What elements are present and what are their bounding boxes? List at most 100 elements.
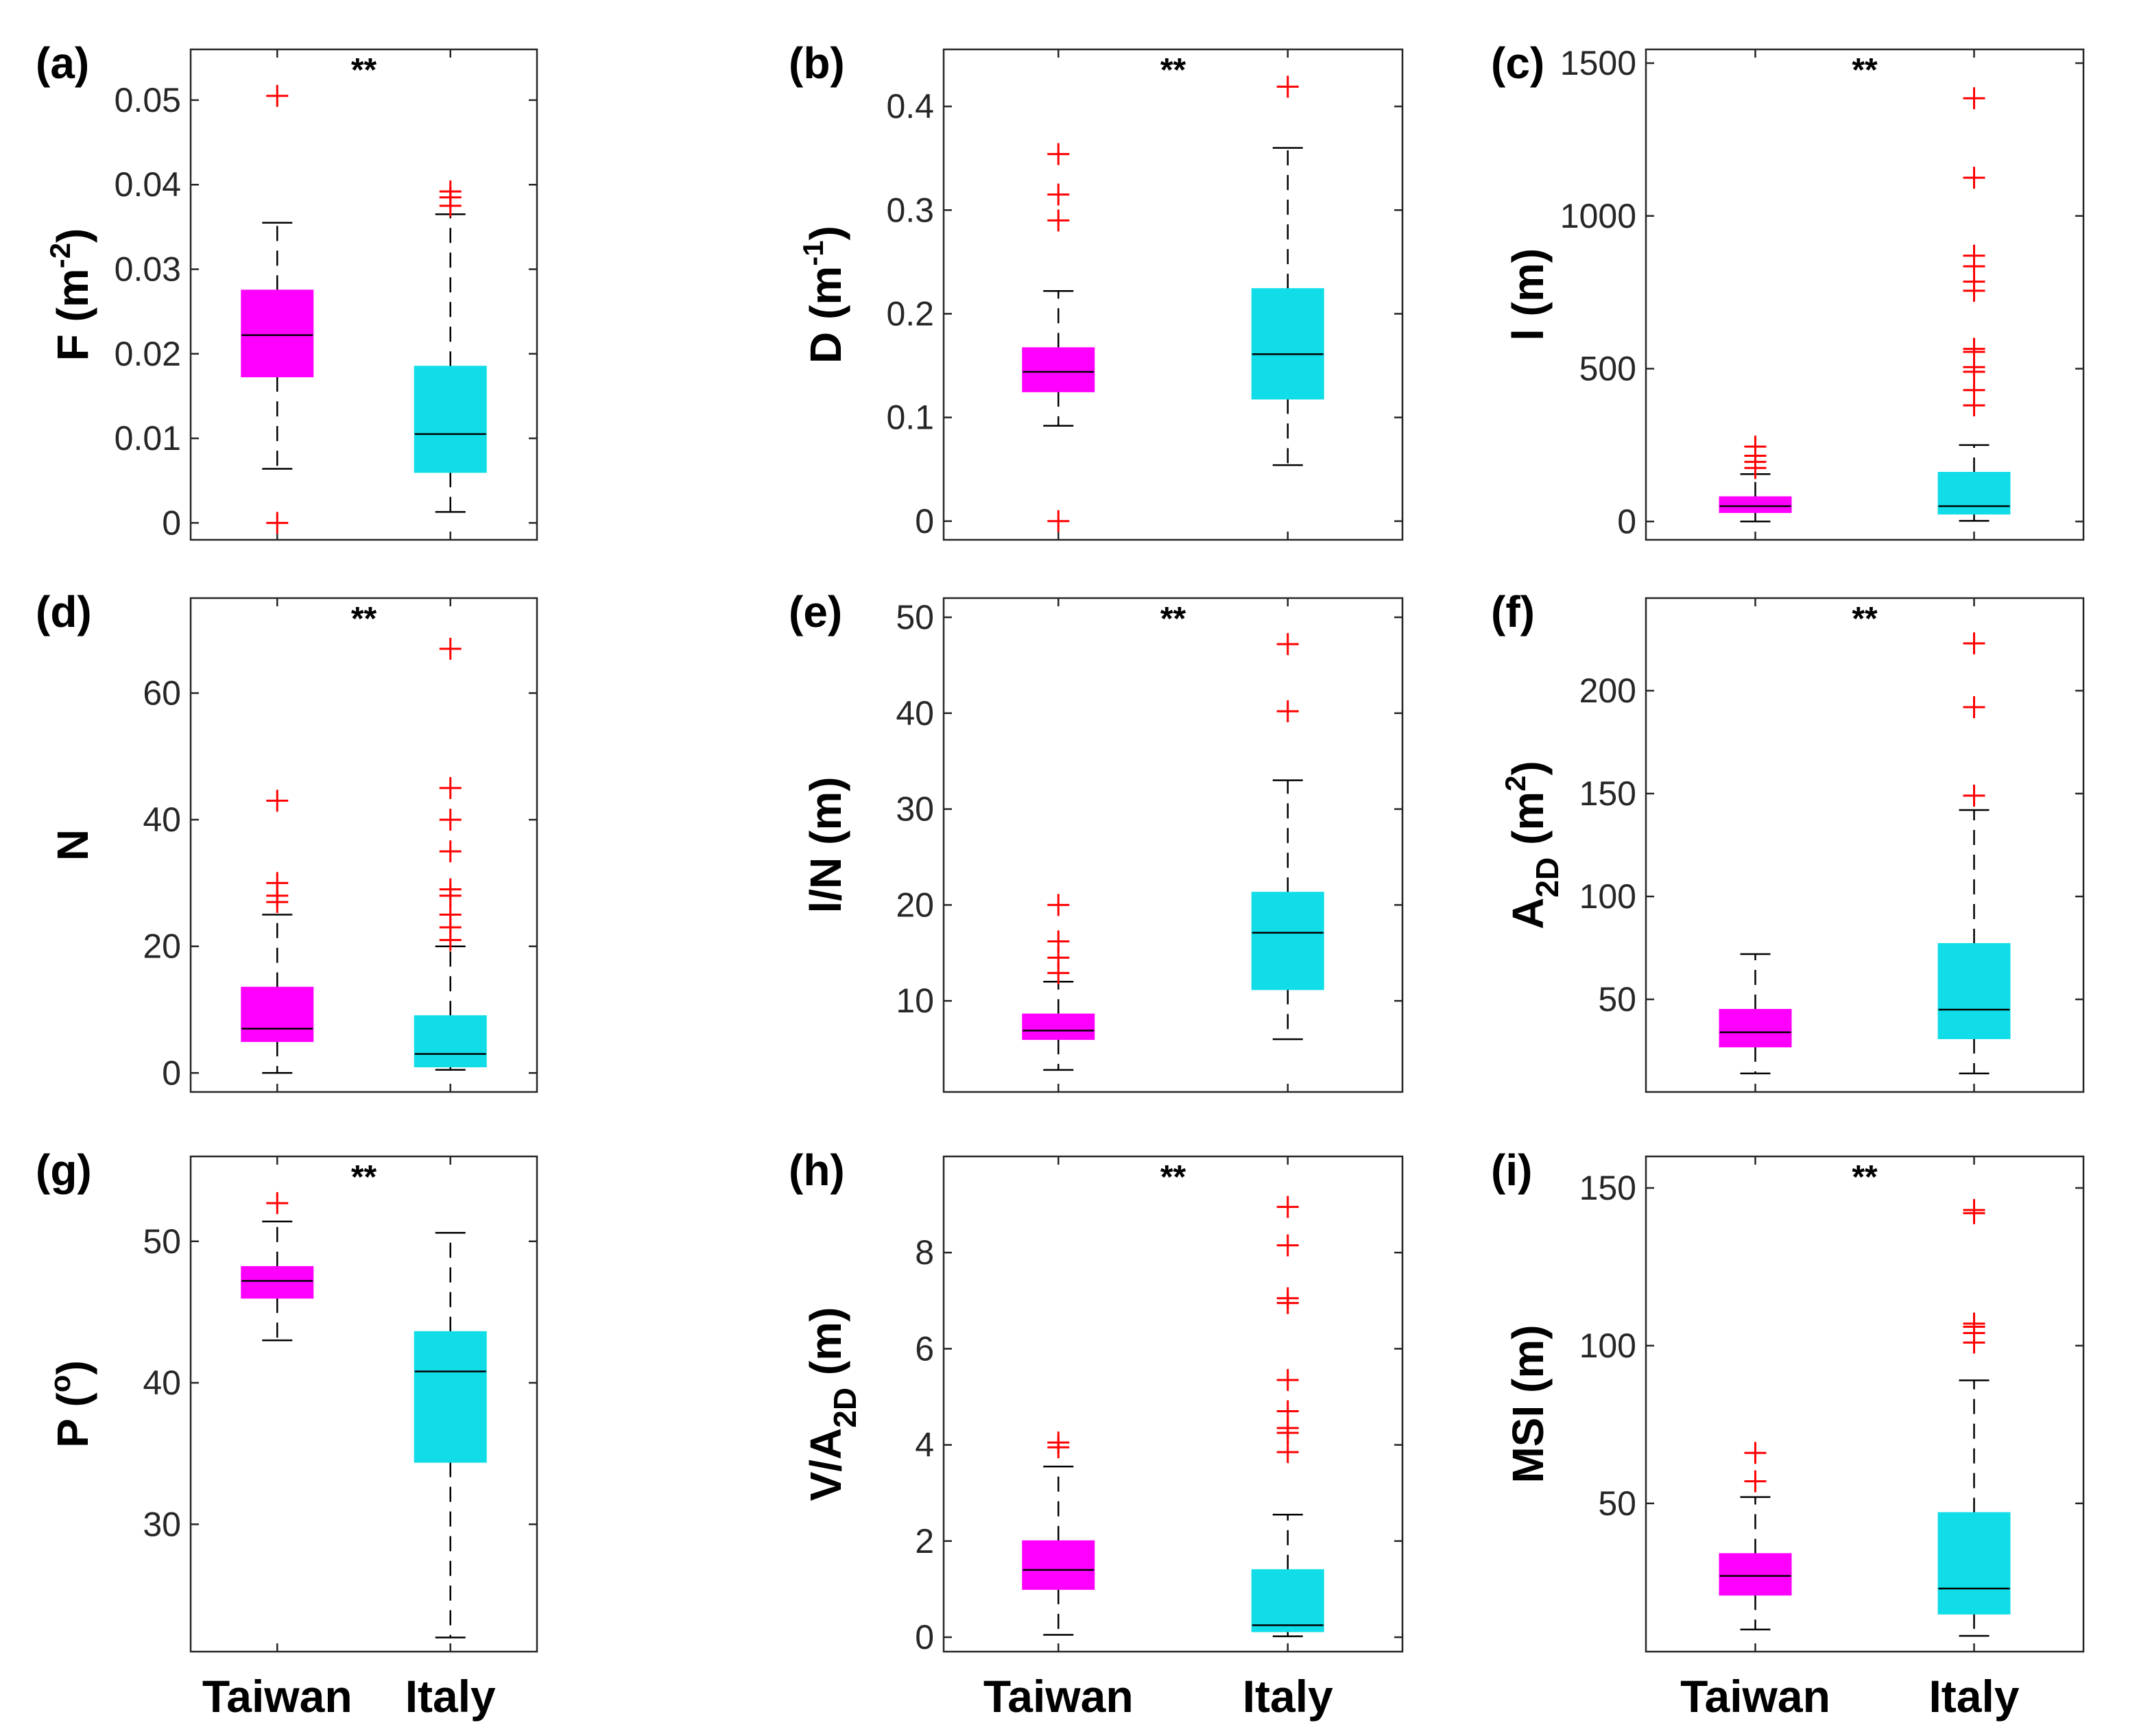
y-tick-label: 0.02 xyxy=(115,335,181,373)
y-tick-label: 8 xyxy=(915,1233,934,1272)
y-axis-label-part: A xyxy=(1503,898,1553,929)
box-taiwan xyxy=(1719,1442,1792,1631)
iqr-box xyxy=(1719,1009,1792,1047)
y-axis-label-part: l/N (m) xyxy=(801,776,850,913)
outlier-marker xyxy=(1047,894,1070,916)
y-tick-label: 0.05 xyxy=(115,81,181,119)
y-tick-label: 100 xyxy=(1579,1327,1636,1365)
y-tick-label: 0 xyxy=(915,1618,934,1656)
outlier-marker xyxy=(266,512,289,534)
y-axis-label: P (o) xyxy=(44,1360,97,1448)
box-taiwan xyxy=(1022,894,1095,1071)
outlier-marker xyxy=(1963,696,1985,718)
y-tick-label: 2 xyxy=(915,1522,934,1560)
outlier-marker xyxy=(1963,360,1985,383)
outlier-marker xyxy=(1047,143,1070,165)
outlier-marker xyxy=(1963,632,1985,654)
y-tick-label: 30 xyxy=(896,790,934,829)
y-axis-label-part: ) xyxy=(1503,761,1553,775)
box-italy xyxy=(1251,1196,1324,1637)
outlier-marker xyxy=(1276,700,1299,722)
significance-marker: ** xyxy=(1852,1159,1878,1196)
panel-b: 0 0.1 0.2 0.3 0.4 ** (b) D (m-1) xyxy=(789,38,1404,541)
significance-marker: ** xyxy=(1160,601,1186,637)
outlier-marker xyxy=(266,1192,289,1215)
iqr-box xyxy=(1937,471,2011,515)
y-tick-label: 20 xyxy=(143,927,181,966)
panel-h: 0 2 4 6 8 ** (h) V/A2D (m) Taiwan Italy xyxy=(789,1145,1404,1722)
axes-frame xyxy=(942,48,1404,541)
outlier-marker xyxy=(266,84,289,107)
axes-frame xyxy=(1645,48,2085,541)
outlier-marker xyxy=(1744,1470,1767,1493)
y-axis-label-part: P ( xyxy=(48,1392,97,1447)
y-tick-label: 0.4 xyxy=(886,87,934,126)
iqr-box xyxy=(241,986,314,1043)
y-tick-label: 100 xyxy=(1579,877,1636,916)
outlier-marker xyxy=(439,195,462,217)
box-italy xyxy=(1937,1199,2011,1637)
outlier-marker xyxy=(1276,1441,1299,1464)
outlier-marker xyxy=(1744,1442,1767,1464)
outlier-marker xyxy=(1276,1196,1299,1218)
iqr-box xyxy=(1251,1569,1324,1632)
panel-label: (a) xyxy=(36,38,89,88)
significance-marker: ** xyxy=(1852,52,1878,88)
y-tick-label: 30 xyxy=(143,1505,181,1543)
y-tick-label: 40 xyxy=(896,694,934,733)
outlier-marker xyxy=(1047,1436,1070,1459)
significance-marker: ** xyxy=(1852,601,1878,637)
iqr-box xyxy=(241,289,314,378)
outlier-marker xyxy=(1744,436,1767,458)
y-axis-label: l (m) xyxy=(1503,248,1553,341)
panel-e: 10 20 30 40 50 ** (e) l/N (m) xyxy=(789,587,1404,1093)
y-axis-label-part: 2 xyxy=(1499,775,1531,791)
iqr-box xyxy=(1022,1013,1095,1041)
iqr-box xyxy=(1022,1540,1095,1590)
outlier-marker xyxy=(439,929,462,951)
significance-marker: ** xyxy=(351,52,377,88)
panel-label: (e) xyxy=(789,587,842,637)
y-tick-label: 0 xyxy=(915,502,934,540)
box-italy xyxy=(1937,632,2011,1075)
axes-frame xyxy=(189,48,538,541)
y-tick-label: 50 xyxy=(896,598,934,637)
y-axis-label-part: F (m xyxy=(48,268,97,361)
box-italy xyxy=(414,637,487,1071)
y-tick-label: 150 xyxy=(1579,1169,1636,1207)
y-tick-label: 0.3 xyxy=(886,191,934,229)
iqr-box xyxy=(1937,1512,2011,1615)
outlier-marker xyxy=(1963,785,1985,807)
outlier-marker xyxy=(1963,167,1985,189)
y-tick-label: 0.03 xyxy=(115,250,181,289)
panel-label: (g) xyxy=(36,1145,92,1195)
iqr-box xyxy=(414,366,487,473)
box-taiwan xyxy=(1719,436,1792,523)
x-group-label: Taiwan xyxy=(983,1671,1134,1722)
outlier-marker xyxy=(1047,209,1070,232)
box-taiwan xyxy=(241,1192,314,1342)
significance-marker: ** xyxy=(351,601,377,637)
iqr-box xyxy=(414,1015,487,1068)
x-group-label: Italy xyxy=(1928,1671,2019,1722)
panel-g: 30 40 50 ** (g) P (o) Taiwan Italy xyxy=(36,1145,538,1722)
outlier-marker xyxy=(1963,1331,1985,1354)
y-axis-label: MSI (m) xyxy=(1503,1324,1553,1483)
y-tick-label: 0.01 xyxy=(115,419,181,457)
x-group-label: Taiwan xyxy=(1680,1671,1830,1722)
outlier-marker xyxy=(439,840,462,863)
y-tick-label: 10 xyxy=(896,982,934,1020)
outlier-marker xyxy=(1963,1202,1985,1224)
outlier-marker xyxy=(1047,510,1070,532)
axes-frame xyxy=(1645,597,2085,1093)
x-group-label: Taiwan xyxy=(202,1671,353,1722)
y-tick-label: 50 xyxy=(143,1222,181,1261)
y-axis-label-part: (m xyxy=(1503,792,1553,857)
iqr-box xyxy=(414,1331,487,1463)
y-tick-label: 150 xyxy=(1579,774,1636,813)
y-tick-label: 0.04 xyxy=(115,165,181,204)
y-axis-label-part: 2D xyxy=(827,1388,863,1428)
y-axis-label-part: ) xyxy=(48,228,97,243)
panel-c: 0 500 1000 1500 ** (c) l (m) xyxy=(1491,38,2085,541)
y-tick-label: 50 xyxy=(1598,1484,1636,1523)
